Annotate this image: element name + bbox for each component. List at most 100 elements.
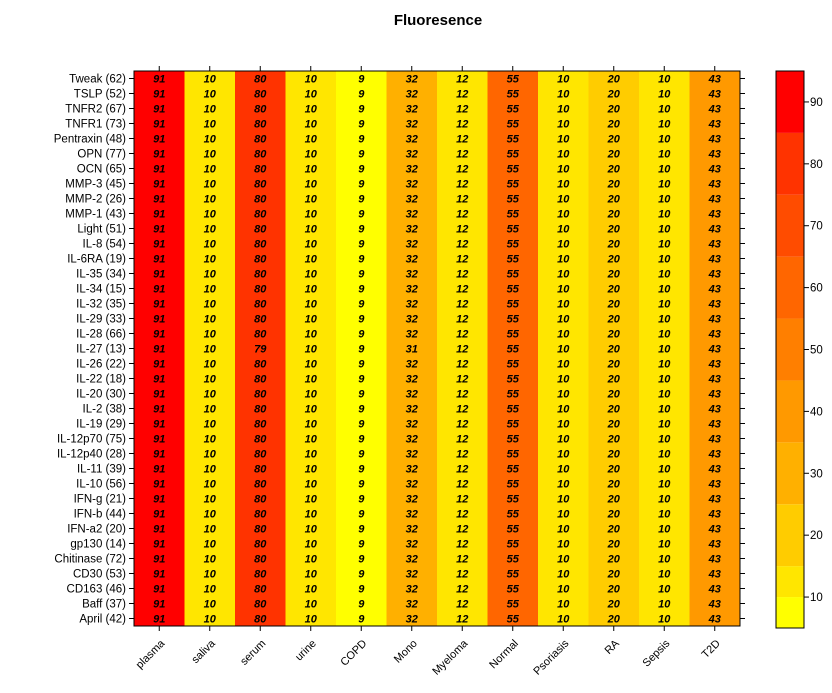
cell-value-label: 9	[358, 104, 365, 116]
heatmap-cell	[285, 401, 337, 417]
heatmap-cell	[386, 446, 438, 462]
column-label-saliva: saliva	[189, 637, 218, 666]
cell-value-label: 20	[607, 539, 621, 551]
cell-value-label: 10	[557, 494, 570, 506]
heatmap-cell	[336, 86, 387, 102]
cell-value-label: 10	[305, 284, 318, 296]
heatmap-cell	[285, 161, 337, 177]
cell-value-label: 9	[358, 539, 365, 551]
cell-value-label: 10	[305, 164, 318, 176]
cell-value-label: 20	[607, 389, 621, 401]
heatmap-cell	[437, 611, 488, 627]
cell-value-label: 20	[607, 404, 621, 416]
heatmap-cell	[386, 131, 438, 147]
cell-value-label: 20	[607, 179, 621, 191]
cell-value-label: 80	[254, 419, 267, 431]
cell-value-label: 43	[708, 314, 721, 326]
cell-value-label: 43	[708, 494, 721, 506]
cell-value-label: 10	[204, 299, 217, 311]
heatmap-cell	[184, 161, 236, 177]
heatmap-cell	[487, 281, 539, 297]
cell-value-label: 10	[658, 284, 671, 296]
colorbar-bin	[776, 318, 804, 381]
heatmap-cell	[437, 236, 488, 252]
cell-value-label: 10	[204, 359, 217, 371]
cell-value-label: 10	[305, 239, 318, 251]
cell-value-label: 32	[406, 404, 418, 416]
cell-value-label: 10	[658, 134, 671, 146]
cell-value-label: 9	[358, 254, 365, 266]
row-label-tslp-52: TSLP (52)	[74, 89, 126, 101]
cell-value-label: 10	[557, 254, 570, 266]
heatmap-cell	[285, 566, 337, 582]
cell-value-label: 12	[456, 284, 468, 296]
heatmap-cell	[285, 116, 337, 132]
cell-value-label: 12	[456, 449, 468, 461]
heatmap-cell	[235, 266, 286, 282]
cell-value-label: 10	[305, 599, 318, 611]
heatmap-cell	[588, 176, 640, 192]
heatmap-cell	[487, 371, 539, 387]
cell-value-label: 20	[607, 194, 621, 206]
row-label-tnfr2-67: TNFR2 (67)	[65, 104, 126, 116]
cell-value-label: 80	[254, 569, 267, 581]
cell-value-label: 10	[557, 539, 570, 551]
cell-value-label: 43	[708, 134, 721, 146]
cell-value-label: 91	[153, 119, 165, 131]
heatmap-cell	[336, 446, 387, 462]
heatmap-cell	[235, 416, 286, 432]
cell-value-label: 10	[557, 194, 570, 206]
cell-value-label: 10	[658, 584, 671, 596]
cell-value-label: 55	[507, 344, 520, 356]
heatmap-cell	[639, 461, 690, 477]
cell-value-label: 10	[658, 239, 671, 251]
heatmap-cell	[235, 146, 286, 162]
cell-value-label: 32	[406, 569, 418, 581]
cell-value-label: 91	[153, 359, 165, 371]
row-label-light-51: Light (51)	[77, 224, 126, 236]
cell-value-label: 55	[507, 224, 520, 236]
heatmap-cell	[639, 206, 690, 222]
heatmap-cell	[134, 401, 185, 417]
cell-value-label: 10	[204, 464, 217, 476]
heatmap-cell	[689, 581, 741, 597]
cell-value-label: 43	[708, 89, 721, 101]
cell-value-label: 43	[708, 509, 721, 521]
heatmap-cell	[184, 71, 236, 87]
heatmap-cell	[184, 131, 236, 147]
cell-value-label: 20	[607, 164, 621, 176]
cell-value-label: 9	[358, 209, 365, 221]
row-label-tnfr1-73: TNFR1 (73)	[65, 119, 126, 131]
heatmap-cell	[538, 86, 589, 102]
row-label-cd30-53: CD30 (53)	[73, 569, 126, 581]
cell-value-label: 91	[153, 254, 165, 266]
heatmap-cell	[386, 116, 438, 132]
cell-value-label: 10	[305, 209, 318, 221]
heatmap-cell	[487, 476, 539, 492]
heatmap-cell	[437, 476, 488, 492]
heatmap-cell	[588, 146, 640, 162]
heatmap-cell	[689, 326, 741, 342]
cell-value-label: 20	[607, 224, 621, 236]
heatmap-cell	[639, 176, 690, 192]
heatmap-cell	[639, 476, 690, 492]
column-label-mono: Mono	[392, 638, 420, 666]
cell-value-label: 10	[305, 89, 318, 101]
cell-value-label: 10	[204, 314, 217, 326]
heatmap-cell	[437, 446, 488, 462]
cell-value-label: 80	[254, 119, 267, 131]
heatmap-cell	[538, 506, 589, 522]
heatmap-cell	[184, 476, 236, 492]
heatmap-cell	[437, 506, 488, 522]
heatmap-cell	[689, 551, 741, 567]
cell-value-label: 10	[204, 74, 217, 86]
cell-value-label: 20	[607, 509, 621, 521]
heatmap-cell	[538, 146, 589, 162]
heatmap-cell	[689, 251, 741, 267]
heatmap-cell	[639, 101, 690, 117]
cell-value-label: 55	[507, 524, 520, 536]
cell-value-label: 9	[358, 614, 365, 626]
cell-value-label: 32	[406, 224, 418, 236]
heatmap-cell	[386, 536, 438, 552]
cell-value-label: 91	[153, 524, 165, 536]
